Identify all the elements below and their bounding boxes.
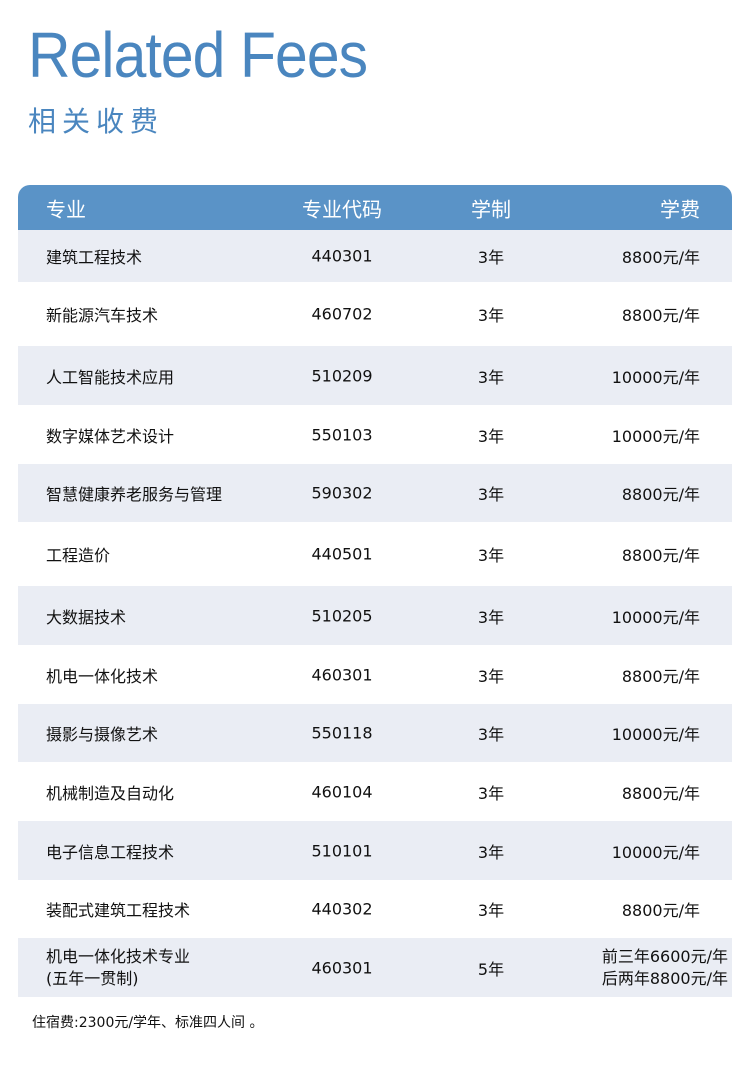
years-cell: 3年: [477, 248, 505, 267]
table-row: 建筑工程技术 440301 3年 8800元/年: [18, 230, 732, 282]
fee-cell: 8800元/年: [621, 306, 700, 325]
table-row: 机电一体化技术专业 (五年一贯制) 460301 5年 前三年6600元/年 后…: [18, 938, 732, 997]
code-cell: 510209: [311, 366, 373, 385]
fee-cell: 8800元/年: [621, 546, 700, 565]
table-header: 专业 专业代码 学制 学费: [18, 185, 732, 230]
table-row: 电子信息工程技术 510101 3年 10000元/年: [18, 821, 732, 880]
major-cell: 新能源汽车技术: [46, 306, 159, 325]
major-cell: 装配式建筑工程技术: [46, 901, 191, 920]
fee-cell: 10000元/年: [611, 842, 700, 862]
code-cell: 460702: [311, 304, 373, 324]
code-cell: 550118: [311, 723, 373, 743]
code-cell: 590302: [311, 483, 373, 503]
dorm-fee-note: 住宿费:2300元/学年、标准四人间 。: [32, 1015, 264, 1031]
header-fee: 学费: [660, 197, 700, 221]
major-cell: 摄影与摄像艺术: [46, 725, 159, 744]
table-row: 摄影与摄像艺术 550118 3年 10000元/年: [18, 704, 732, 762]
years-cell: 3年: [477, 306, 505, 325]
years-cell: 3年: [477, 901, 505, 920]
years-cell: 3年: [477, 367, 505, 387]
code-cell: 440302: [311, 899, 373, 919]
code-cell: 510205: [311, 606, 373, 625]
fee-cell: 8800元/年: [621, 248, 700, 267]
header-code: 专业代码: [302, 197, 382, 221]
fee-cell: 8800元/年: [621, 783, 700, 803]
code-cell: 550103: [311, 425, 373, 444]
major-cell: 智慧健康养老服务与管理: [46, 485, 223, 504]
table-row: 机械制造及自动化 460104 3年 8800元/年: [18, 762, 732, 821]
page-title: Related Fees: [28, 19, 368, 91]
code-cell: 440301: [311, 246, 373, 266]
header-years: 学制: [471, 197, 511, 221]
code-cell: 460104: [311, 782, 373, 801]
major-cell: 建筑工程技术: [46, 248, 143, 267]
table-row: 智慧健康养老服务与管理 590302 3年 8800元/年: [18, 464, 732, 522]
major-line2: (五年一贯制): [46, 968, 139, 988]
major-cell: 数字媒体艺术设计: [46, 426, 175, 446]
table-row: 大数据技术 510205 3年 10000元/年: [18, 586, 732, 645]
fee-cell: 8800元/年: [621, 485, 700, 504]
table-row: 机电一体化技术 460301 3年 8800元/年: [18, 645, 732, 704]
table-row: 工程造价 440501 3年 8800元/年: [18, 522, 732, 586]
fee-cell: 10000元/年: [611, 426, 700, 446]
fee-line1: 前三年6600元/年: [601, 946, 728, 966]
page-subtitle: 相关收费: [28, 105, 165, 138]
code-cell: 440501: [311, 544, 373, 564]
fee-cell: 8800元/年: [621, 901, 700, 920]
fee-cell: 10000元/年: [611, 725, 700, 744]
fee-cell: 10000元/年: [611, 607, 700, 627]
header-major: 专业: [46, 197, 86, 221]
years-cell: 3年: [477, 426, 505, 446]
table-row: 人工智能技术应用 510209 3年 10000元/年: [18, 346, 732, 405]
table-row: 数字媒体艺术设计 550103 3年 10000元/年: [18, 405, 732, 464]
years-cell: 3年: [477, 666, 505, 686]
fees-table: 专业 专业代码 学制 学费 建筑工程技术 440301 3年 8800元/年 新能源汽车…: [18, 185, 732, 997]
code-cell: 460301: [311, 665, 373, 684]
major-line1: 机电一体化技术专业: [46, 946, 191, 966]
years-cell: 3年: [477, 546, 505, 565]
major-cell: 人工智能技术应用: [46, 367, 175, 387]
years-cell: 3年: [477, 783, 505, 803]
major-cell: 机电一体化技术专业 (五年一贯制): [46, 946, 190, 990]
code-cell: 460301: [311, 958, 373, 977]
years-cell: 3年: [477, 842, 505, 862]
years-cell: 3年: [477, 485, 505, 504]
table-row: 装配式建筑工程技术 440302 3年 8800元/年: [18, 880, 732, 938]
fee-line2: 后两年8800元/年: [601, 968, 728, 988]
fee-cell: 10000元/年: [611, 367, 700, 387]
code-cell: 510101: [311, 841, 373, 860]
table-row: 新能源汽车技术 460702 3年 8800元/年: [18, 282, 732, 346]
major-cell: 机械制造及自动化: [46, 783, 175, 803]
years-cell: 3年: [477, 725, 505, 744]
fee-cell: 8800元/年: [621, 666, 700, 686]
major-cell: 机电一体化技术: [46, 666, 159, 686]
years-cell: 3年: [477, 607, 505, 627]
major-cell: 工程造价: [46, 546, 111, 565]
years-cell: 5年: [477, 959, 505, 979]
major-cell: 大数据技术: [46, 607, 127, 627]
major-cell: 电子信息工程技术: [46, 842, 175, 862]
fee-cell: 前三年6600元/年 后两年8800元/年: [602, 946, 728, 990]
